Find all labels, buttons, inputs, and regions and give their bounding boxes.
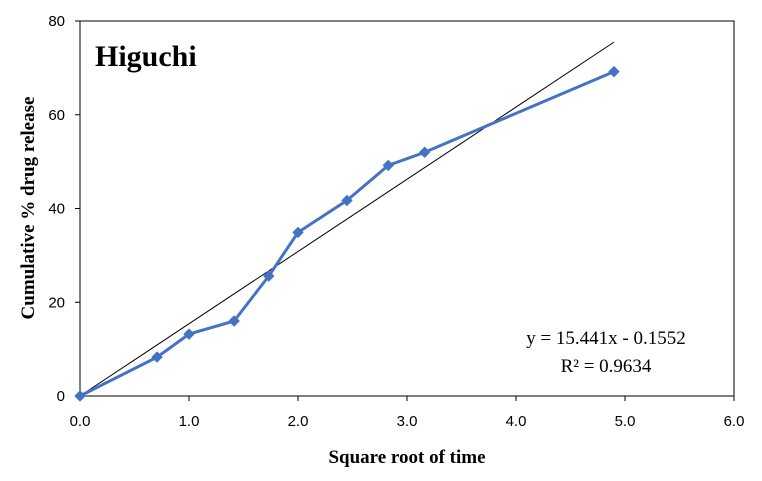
series-layer bbox=[74, 65, 620, 402]
y-tick-label: 40 bbox=[48, 201, 65, 218]
trendline bbox=[79, 41, 615, 397]
data-point bbox=[382, 159, 394, 172]
x-tick-label: 6.0 bbox=[724, 413, 745, 430]
data-point bbox=[74, 390, 86, 402]
axes-layer: 0.0 1.0 2.0 3.0 4.0 5.0 6.0 0 20 40 60 80 bbox=[48, 13, 744, 430]
x-tick-label: 1.0 bbox=[179, 413, 200, 430]
data-point bbox=[418, 146, 431, 158]
y-tick-label: 20 bbox=[48, 294, 65, 311]
x-tick-label: 4.0 bbox=[506, 413, 527, 430]
data-point bbox=[608, 65, 620, 78]
x-tick-label: 2.0 bbox=[288, 413, 309, 430]
trendline-r-squared: R² = 0.9634 bbox=[561, 356, 652, 377]
x-tick-label: 3.0 bbox=[397, 413, 418, 430]
data-point bbox=[183, 328, 195, 340]
y-tick-label: 60 bbox=[48, 107, 65, 124]
data-point bbox=[228, 315, 240, 327]
x-tick-label: 0.0 bbox=[70, 413, 91, 430]
data-point bbox=[263, 270, 275, 282]
y-tick-label: 0 bbox=[57, 388, 65, 405]
x-tick-label: 5.0 bbox=[615, 413, 636, 430]
trendline-equation: y = 15.441x - 0.1552 bbox=[526, 328, 686, 349]
data-point bbox=[151, 351, 163, 363]
series-line bbox=[79, 70, 615, 398]
data-point bbox=[341, 194, 353, 207]
x-axis-label: Square root of time bbox=[328, 447, 485, 468]
y-axis-label: Cumulative % drug release bbox=[18, 97, 39, 320]
y-tick-label: 80 bbox=[48, 13, 65, 30]
chart-title: Higuchi bbox=[95, 40, 197, 73]
data-point bbox=[292, 226, 304, 239]
trendline-layer bbox=[79, 41, 615, 397]
